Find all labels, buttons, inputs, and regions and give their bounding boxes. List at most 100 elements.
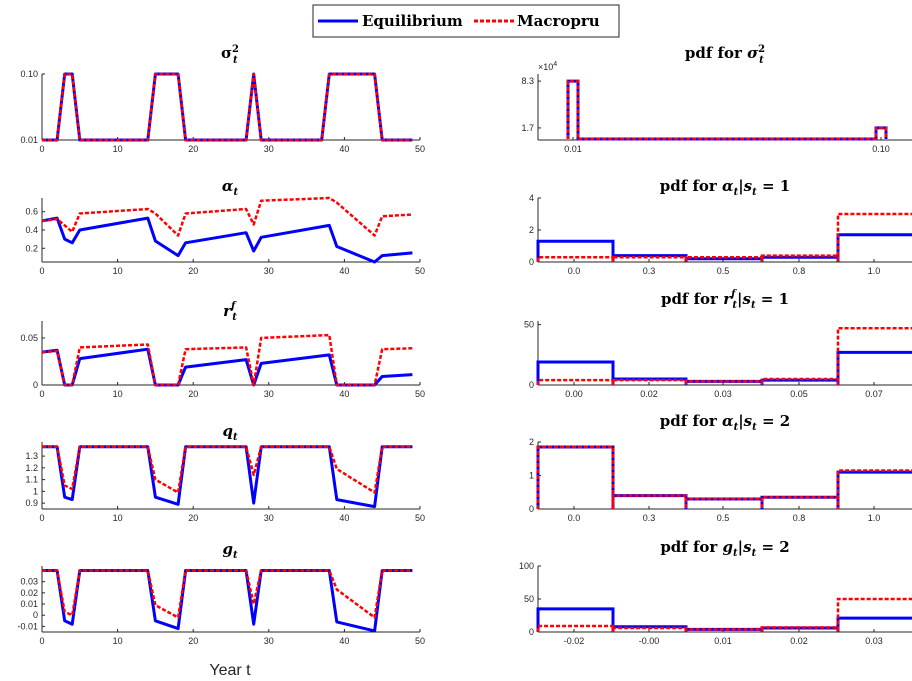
pdf-alpha-s2-xtick-label: 0.3 xyxy=(643,513,656,523)
g-series-macropru xyxy=(42,569,413,619)
rf-xtick-label: 40 xyxy=(339,389,349,399)
q-xtick-label: 50 xyxy=(415,513,425,523)
pdf-sigma2-bars-equilibrium xyxy=(566,79,888,141)
q-ytick-label: 0.9 xyxy=(25,498,38,508)
pdf-rf-s1-xtick-label: 0.03 xyxy=(714,389,732,399)
pdf-alpha-s2-xtick-label: 1.0 xyxy=(868,513,881,523)
rf-xtick-label: 20 xyxy=(188,389,198,399)
pdf-rf-s1-ytick-label: 50 xyxy=(524,320,534,330)
pdf-alpha-s1-ytick-label: 2 xyxy=(529,225,534,235)
pdf-alpha-s2-ytick-label: 2 xyxy=(529,437,534,447)
g-xtick-label: 30 xyxy=(264,636,274,646)
pdf-g-s2-xtick-label: 0.02 xyxy=(790,636,808,646)
q-ytick-label: 1.2 xyxy=(25,463,38,473)
pdf-g-s2-xtick-label: 0.01 xyxy=(714,636,732,646)
q-xtick-label: 30 xyxy=(264,513,274,523)
pdf-sigma2-xtick-label: 0.10 xyxy=(872,144,890,154)
rf-series-macropru xyxy=(41,333,413,387)
q-ytick-label: 1.3 xyxy=(25,451,38,461)
pdf-alpha-s1-xtick-label: 0.0 xyxy=(568,266,581,276)
g-series-equilibrium xyxy=(42,569,413,633)
title-sigma2: σ2 t xyxy=(221,44,239,66)
sigma2-ytick-label: 0.01 xyxy=(20,135,38,145)
pdf-alpha-s2-ytick-label: 1 xyxy=(529,471,534,481)
legend-label-macropru: Macropru xyxy=(517,12,600,30)
q-ytick-label: 1.1 xyxy=(25,475,38,485)
pdf-sigma2-ytick-label: 8.3 xyxy=(521,76,534,86)
g-xtick-label: 10 xyxy=(113,636,123,646)
pdf-alpha-s2-xtick-label: 0.5 xyxy=(717,513,730,523)
title-rf: rf t xyxy=(223,301,237,323)
pdf-alpha-s1-xtick-label: 0.8 xyxy=(793,266,806,276)
alpha-ytick-label: 0.2 xyxy=(25,243,38,253)
pdf-sigma2-ytick-label: 1.7 xyxy=(521,123,534,133)
pdf-g-s2-ytick-label: 0 xyxy=(529,627,534,637)
rf-xtick-label: 30 xyxy=(264,389,274,399)
sigma2-xtick-label: 0 xyxy=(39,144,44,154)
alpha-ytick-label: 0.4 xyxy=(25,225,38,235)
sigma2-ytick-label: 0.10 xyxy=(20,69,38,79)
legend-box xyxy=(312,4,620,38)
rf-series-equilibrium xyxy=(41,347,413,387)
pdf-alpha-s1-xtick-label: 1.0 xyxy=(868,266,881,276)
rf-ytick-label: 0 xyxy=(33,380,38,390)
alpha-xtick-label: 0 xyxy=(39,266,44,276)
q-series-equilibrium xyxy=(42,445,413,509)
pdf-rf-s1-xtick-label: 0.05 xyxy=(790,389,808,399)
pdf-alpha-s1-xtick-label: 0.5 xyxy=(717,266,730,276)
pdf-g-s2-xtick-label: 0.03 xyxy=(865,636,883,646)
sigma2-xtick-label: 10 xyxy=(113,144,123,154)
title-alpha: αt xyxy=(222,177,239,198)
sigma2-xtick-label: 40 xyxy=(339,144,349,154)
legend-label-equilibrium: Equilibrium xyxy=(362,12,463,30)
pdf-sigma2-xtick-label: 0.01 xyxy=(564,144,582,154)
g-ytick-label: 0.02 xyxy=(20,588,38,598)
pdf-alpha-s1-xtick-label: 0.3 xyxy=(643,266,656,276)
g-ytick-label: 0.03 xyxy=(20,577,38,587)
pdf-alpha-s2-ytick-label: 0 xyxy=(529,504,534,514)
alpha-xtick-label: 20 xyxy=(188,266,198,276)
title-pdf-sigma2: pdf for σ2 t xyxy=(685,44,765,66)
sigma2-xtick-label: 30 xyxy=(264,144,274,154)
sigma2-series-macropru xyxy=(42,72,413,142)
title-pdf-g-s2: pdf for gt|st = 2 xyxy=(660,538,789,559)
title-g: gt xyxy=(222,540,238,561)
g-xtick-label: 50 xyxy=(415,636,425,646)
sigma2-series-equilibrium xyxy=(42,72,413,142)
title-pdf-alpha-s2: pdf for αt|st = 2 xyxy=(660,412,790,433)
pdf-g-s2-bars-equilibrium xyxy=(536,607,912,632)
alpha-ytick-label: 0.6 xyxy=(25,207,38,217)
q-xtick-label: 20 xyxy=(188,513,198,523)
q-xtick-label: 10 xyxy=(113,513,123,523)
pdf-rf-s1-xtick-label: 0.07 xyxy=(865,389,883,399)
g-xtick-label: 40 xyxy=(339,636,349,646)
alpha-series-macropru xyxy=(41,196,413,237)
pdf-g-s2-ytick-label: 50 xyxy=(524,594,534,604)
legend: Equilibrium Macropru xyxy=(312,4,620,38)
title-pdf-rf-s1: pdf for rf t|st = 1 xyxy=(661,289,789,311)
pdf-alpha-s1-ytick-label: 4 xyxy=(529,193,534,203)
pdf-alpha-s2-bars-equilibrium xyxy=(536,445,912,509)
g-xtick-label: 0 xyxy=(39,636,44,646)
pdf-rf-s1-xtick-label: 0.02 xyxy=(640,389,658,399)
pdf-alpha-s1-ytick-label: 0 xyxy=(529,257,534,267)
g-ytick-label: 0.01 xyxy=(20,599,38,609)
pdf-rf-s1-xtick-label: 0.00 xyxy=(565,389,583,399)
pdf-g-s2-bars-macropru xyxy=(536,597,912,632)
pdf-g-s2-xtick-label: -0.02 xyxy=(564,636,585,646)
pdf-g-s2-xtick-label: -0.00 xyxy=(639,636,660,646)
alpha-series-equilibrium xyxy=(41,216,413,264)
g-ytick-label: 0 xyxy=(33,610,38,620)
alpha-xtick-label: 10 xyxy=(113,266,123,276)
pdf-sigma2-exponent: ×104 xyxy=(538,61,557,72)
alpha-xtick-label: 40 xyxy=(339,266,349,276)
sigma2-xtick-label: 50 xyxy=(415,144,425,154)
q-ytick-label: 1 xyxy=(33,486,38,496)
rf-xtick-label: 10 xyxy=(113,389,123,399)
pdf-rf-s1-bars-macropru xyxy=(536,326,912,385)
pdf-alpha-s2-xtick-label: 0.8 xyxy=(793,513,806,523)
pdf-rf-s1-ytick-label: 0 xyxy=(529,380,534,390)
g-ytick-label: -0.01 xyxy=(17,621,38,631)
q-xtick-label: 40 xyxy=(339,513,349,523)
